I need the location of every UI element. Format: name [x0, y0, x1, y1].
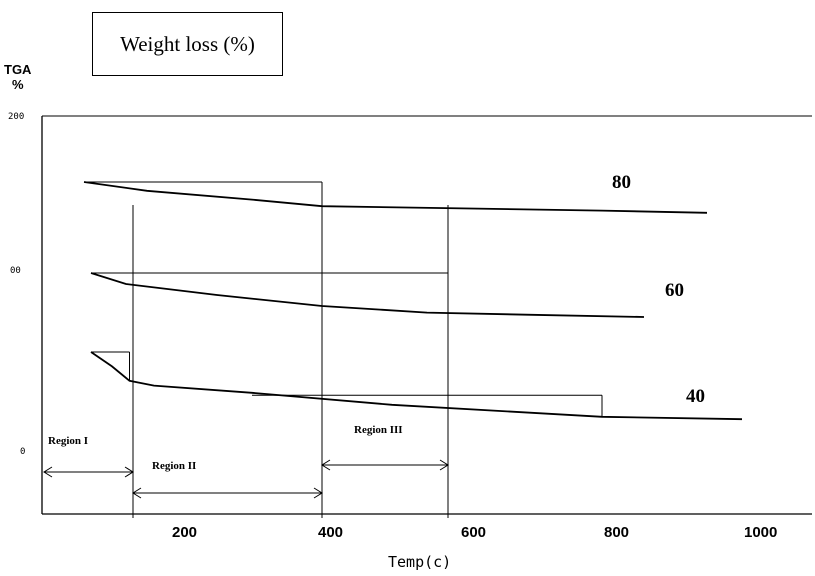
- region-arrows: [43, 459, 449, 499]
- series-line-80: [83, 181, 708, 214]
- series-line-40: [90, 351, 743, 421]
- x-tick-label: 1000: [744, 524, 778, 541]
- region-label-2: Region II: [152, 460, 197, 472]
- region-arrow-part: [439, 459, 449, 471]
- region-label-3: Region III: [354, 424, 403, 436]
- y-axis-label-bottom: %: [11, 77, 24, 92]
- region-arrow-part: [132, 487, 142, 499]
- region-label-1: Region I: [48, 435, 89, 447]
- y-tick-label: 0: [20, 447, 26, 457]
- y-tick-label: 00: [10, 266, 21, 276]
- x-tick-label: 800: [604, 524, 630, 541]
- y-axis-label-top: TGA: [4, 62, 32, 77]
- series-line-60: [90, 272, 645, 318]
- y-axis-label: TGA %: [4, 62, 31, 92]
- series-lines: [83, 181, 743, 421]
- series-label-80: 80: [612, 172, 631, 193]
- region-arrow-part: [43, 466, 53, 478]
- x-tick-label: 600: [461, 524, 487, 541]
- region-guides: [84, 181, 603, 518]
- axes: [41, 115, 812, 515]
- region-arrow-2: [132, 487, 323, 499]
- region-arrow-3: [321, 459, 449, 471]
- x-tick-label: 200: [172, 524, 198, 541]
- title-box: Weight loss (%): [92, 12, 283, 76]
- y-tick-label: 200: [8, 112, 25, 122]
- series-label-60: 60: [665, 280, 684, 301]
- region-arrow-part: [313, 487, 323, 499]
- x-axis-label: Temp(c): [388, 553, 452, 571]
- region-arrow-part: [321, 459, 331, 471]
- series-label-40: 40: [686, 386, 705, 407]
- chart-title: Weight loss (%): [120, 31, 255, 56]
- region-arrow-part: [124, 466, 134, 478]
- region-arrow-1: [43, 466, 134, 478]
- x-tick-label: 400: [318, 524, 344, 541]
